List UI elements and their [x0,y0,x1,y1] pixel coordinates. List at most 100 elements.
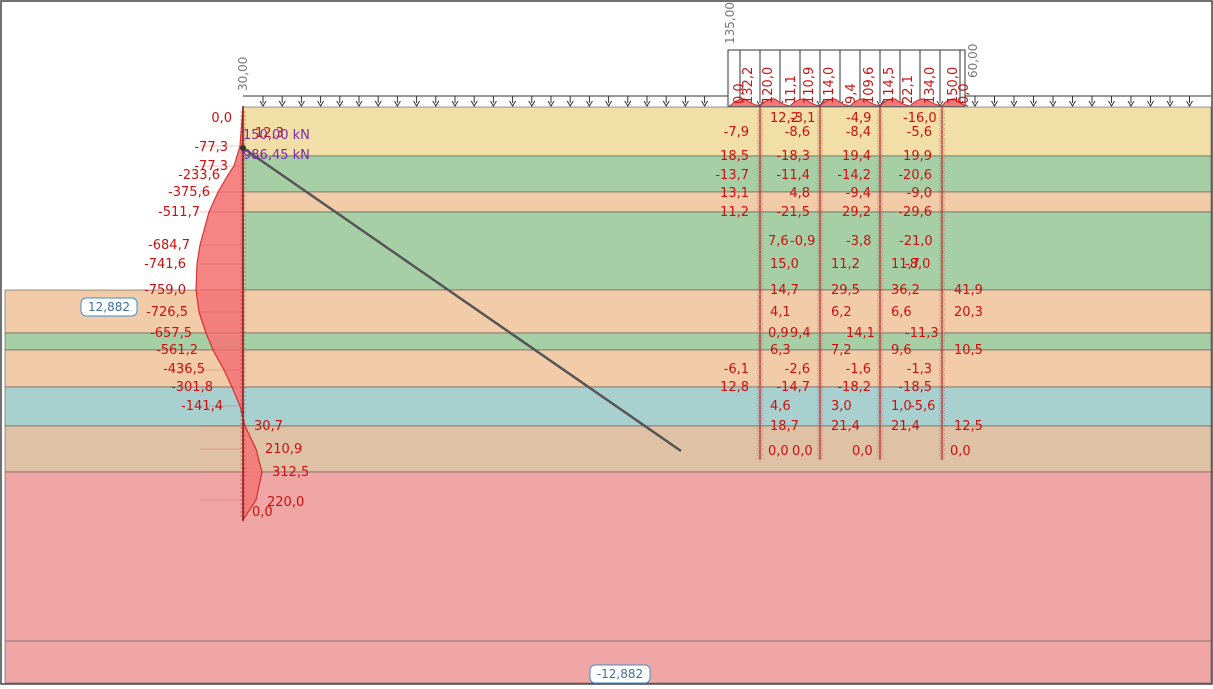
surcharge-arrow-head [643,100,651,107]
pile-hatch [938,169,946,175]
soil-layer-1 [242,106,1212,157]
pile-hatch [876,114,884,120]
pile-value-label: 18,5 [720,149,749,164]
wall-moment-label: -684,7 [148,238,190,253]
surcharge-arrow-head [1108,100,1115,107]
pile-hatch [816,339,824,345]
anchor-force-1: 150,00 kN [243,128,310,143]
pile-hatch [938,364,946,370]
pile-hatch [756,414,764,420]
soil-layer-4 [242,211,1212,291]
soil-layer-10 [4,471,1212,684]
wall-moment-label: 0,0 [211,111,232,126]
pile-hatch [876,334,884,340]
pile-hatch [876,434,884,440]
pile-value-label: 1,0 [891,399,912,414]
pile-top-value: 120,0 [761,67,776,104]
pile-hatch [756,189,764,195]
surcharge-arrow-head [432,100,440,107]
level-badge-lower: -12,882 [589,664,651,684]
wall-moment-label: -77,3 [194,140,228,155]
pile-hatch [756,239,764,245]
pile-hatch [876,139,884,145]
pile-hatch [876,124,884,130]
pile-hatch [876,284,884,290]
pile-value-label: -13,7 [715,168,749,183]
pile-hatch [876,194,884,200]
pile-hatch [876,424,884,430]
pile-hatch [816,194,824,200]
wall-moment-label: -436,5 [163,362,205,377]
surcharge-arrow-head [547,100,555,107]
pile-hatch [938,199,946,205]
pile-hatch [816,359,824,365]
pile-hatch [756,304,764,310]
surcharge-arrow-head [585,100,593,107]
pile-hatch [876,439,884,445]
wall-moment-label: 0,0 [252,505,273,520]
pile-hatch [816,144,824,150]
value-labels: 12,2-3,1 -4,9 -16,0 -7,9 -8,6 -8,4 -5,6 18,5 -18… [715,111,983,459]
surcharge-arrow-head [662,100,670,107]
pile-hatch [876,159,884,165]
pile-value-label: 0,0 [852,444,873,459]
pile-hatch [756,294,764,300]
surcharge-arrow-head [605,100,613,107]
pile-hatch [816,229,824,235]
pile-hatch [938,144,946,150]
pile-hatch [816,354,824,360]
pile-hatch [756,144,764,150]
pile-hatch [938,159,946,165]
pile-hatch [756,184,764,190]
pile-hatch [816,284,824,290]
pile-top-value: 134,0 [923,67,938,104]
pile-hatch [938,329,946,335]
pile-hatch [816,364,824,370]
surcharge-arrow-head [374,100,382,107]
surcharge-arrow-head [489,100,497,107]
surcharge-arrow-head [509,100,517,107]
pile-hatch [938,439,946,445]
pile-hatch [816,174,824,180]
pile-hatch [816,309,824,315]
pile-value-label: -3,1 [790,111,815,126]
pile-hatch [756,164,764,170]
pile-hatch [938,419,946,425]
soil-layers: 12,882 -12,882 [4,106,1212,684]
pile-value-label: 4,1 [770,305,791,320]
pile-group: 132,2 120,0 11,1 110,9 114,0 9,4 109,6 114,5 22,… [729,67,972,460]
pile-value-label: -9,4 [846,186,871,201]
soil-layer-9 [4,425,1212,473]
pile-hatch [938,254,946,260]
surcharge-arrow-head [1010,100,1018,107]
pile-value-label: 29,5 [831,283,860,298]
pile-hatch [816,344,824,350]
pile-hatch [756,199,764,205]
pile-value-label: 9,4 [790,326,811,341]
pile-hatch [876,449,884,455]
pile-hatch [816,379,824,385]
pile-hatch [876,454,884,460]
pile-hatch [876,264,884,270]
pile-hatch [876,229,884,235]
wall-moment-label: -657,5 [150,326,192,341]
pile-hatch [816,434,824,440]
pile-hatch [938,324,946,330]
pile-hatch [938,409,946,415]
pile-hatch [816,234,824,240]
pile-hatch [756,369,764,375]
pile-hatch [876,164,884,170]
pile-hatch [756,424,764,430]
pile-value-label: 21,4 [891,419,920,434]
pile-hatch [938,119,946,125]
pile-value-label: 6,6 [891,305,912,320]
wall-moment-label: -375,6 [168,185,210,200]
pile-hatch [938,114,946,120]
surcharge-arrow-head [971,100,979,107]
surcharge-arrow-head [393,100,401,107]
pile-hatch [876,239,884,245]
wall-moment-label: -301,8 [171,380,213,395]
pile-hatch [938,344,946,350]
pile-hatch [938,139,946,145]
pile-top-zero-left: 0,0 [732,83,747,104]
